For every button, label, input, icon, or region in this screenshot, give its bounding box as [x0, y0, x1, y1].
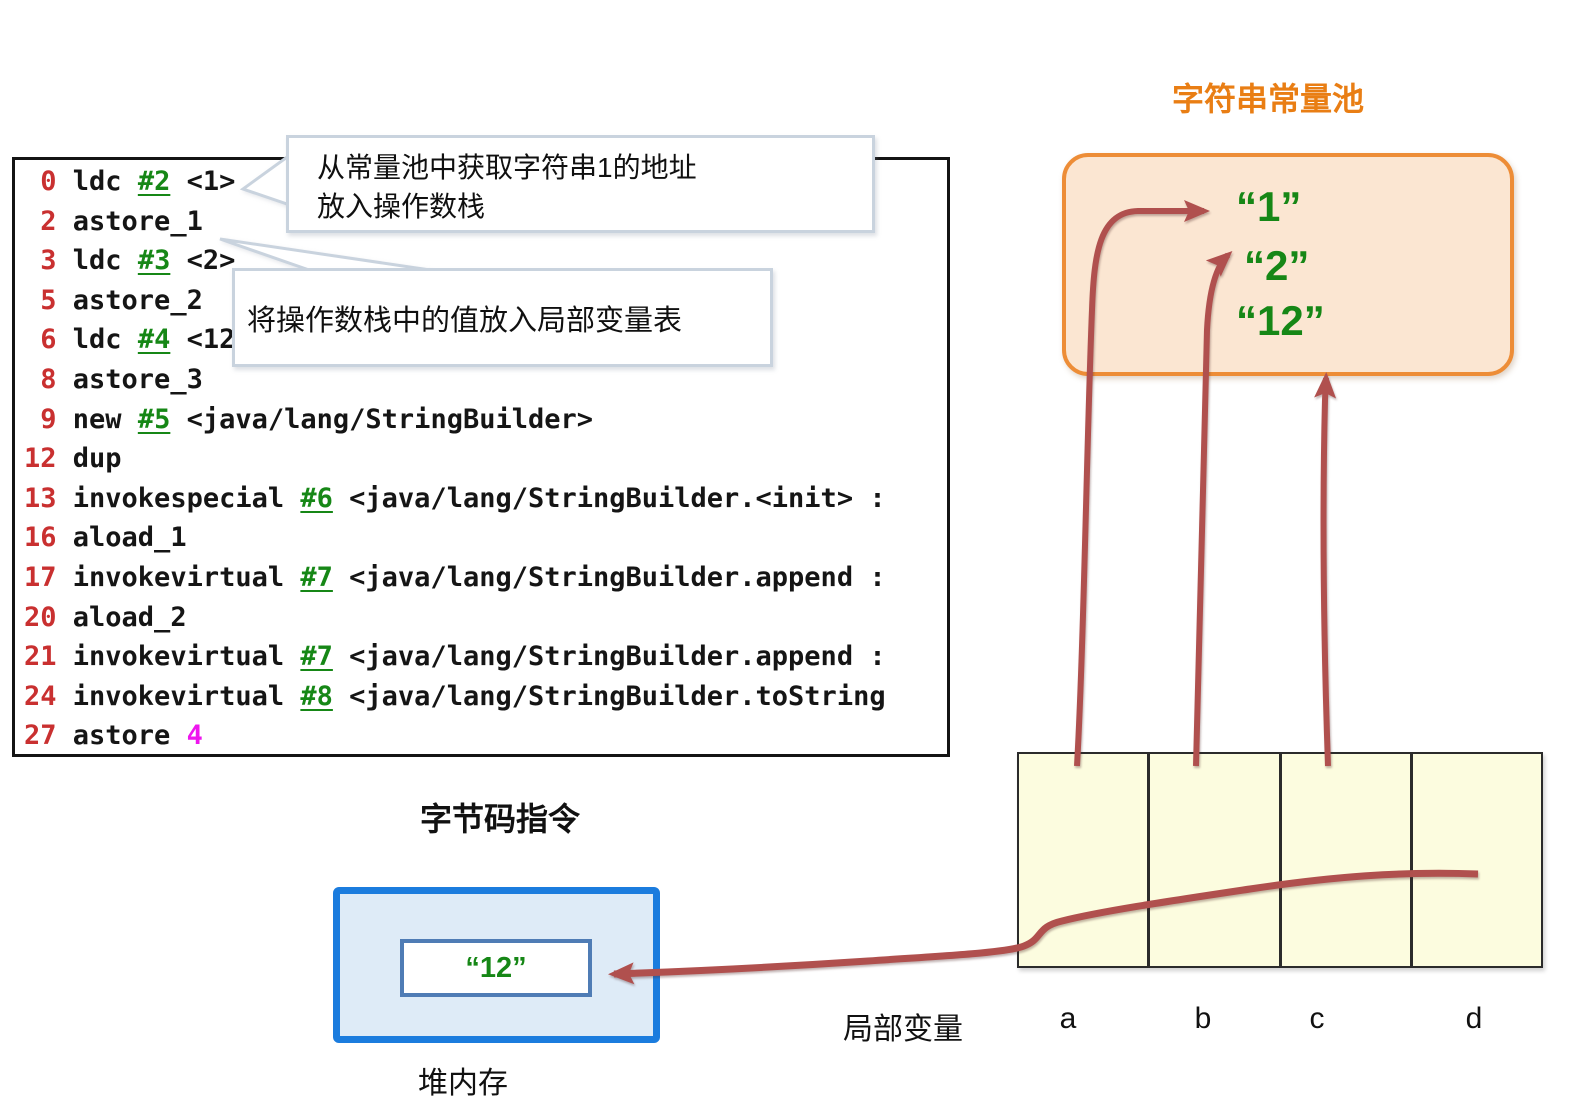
- local-variable-table: [1017, 752, 1543, 968]
- local-var-cell-d: [1413, 754, 1541, 966]
- callout-ldc-explanation: 从常量池中获取字符串1的地址 放入操作数栈: [286, 135, 875, 233]
- callout-text-line: 放入操作数栈: [317, 191, 486, 222]
- slot-label-a: a: [1059, 1002, 1077, 1035]
- bytecode-panel: 0 ldc #2 <1> 2 astore_1 3 ldc #3 <2> 5 a…: [12, 157, 950, 757]
- bytecode-line: 3 ldc #3 <2>: [24, 245, 236, 277]
- local-var-cell-a: [1019, 754, 1151, 966]
- bytecode-line: 17 invokevirtual #7 <java/lang/StringBui…: [24, 561, 886, 593]
- bytecode-line: 5 astore_2: [24, 284, 203, 316]
- callout-text-line: 从常量池中获取字符串1的地址: [317, 152, 697, 183]
- bytecode-line: 24 invokevirtual #8 <java/lang/StringBui…: [24, 680, 886, 712]
- bytecode-line: 21 invokevirtual #7 <java/lang/StringBui…: [24, 641, 886, 673]
- bytecode-line: 27 astore 4: [24, 720, 203, 752]
- pool-string-12: “12”: [1236, 297, 1325, 344]
- callout-text-line: 将操作数栈中的值放入局部变量表: [247, 304, 683, 337]
- pool-string-2: “2”: [1244, 242, 1310, 289]
- bytecode-caption: 字节码指令: [420, 801, 581, 837]
- arrow-slot-c-to-string-12: [1314, 372, 1337, 767]
- bytecode-line: 0 ldc #2 <1>: [24, 166, 236, 197]
- local-var-cell-b: [1150, 754, 1282, 966]
- heap-string-object: “12”: [400, 939, 592, 997]
- bytecode-line: 13 invokespecial #6 <java/lang/StringBui…: [24, 482, 886, 514]
- callout-astore-explanation: 将操作数栈中的值放入局部变量表: [232, 268, 773, 367]
- heap-caption: 堆内存: [418, 1067, 508, 1100]
- bytecode-line: 20 aload_2: [24, 601, 187, 633]
- bytecode-line: 9 new #5 <java/lang/StringBuilder>: [24, 403, 593, 435]
- bytecode-line: 2 astore_1: [24, 205, 203, 237]
- slot-label-b: b: [1194, 1002, 1212, 1035]
- bytecode-listing: 0 ldc #2 <1> 2 astore_1 3 ldc #3 <2> 5 a…: [15, 160, 947, 756]
- bytecode-line: 16 aload_1: [24, 522, 187, 554]
- slot-label-c: c: [1309, 1002, 1325, 1035]
- bytecode-line: 8 astore_3: [24, 363, 203, 395]
- string-pool-title: 字符串常量池: [1172, 81, 1365, 117]
- pool-string-1: “1”: [1236, 183, 1302, 230]
- local-var-cell-c: [1282, 754, 1413, 966]
- bytecode-line: 12 dup: [24, 443, 122, 475]
- slot-label-d: d: [1465, 1002, 1483, 1035]
- local-vars-caption: 局部变量: [843, 1013, 963, 1046]
